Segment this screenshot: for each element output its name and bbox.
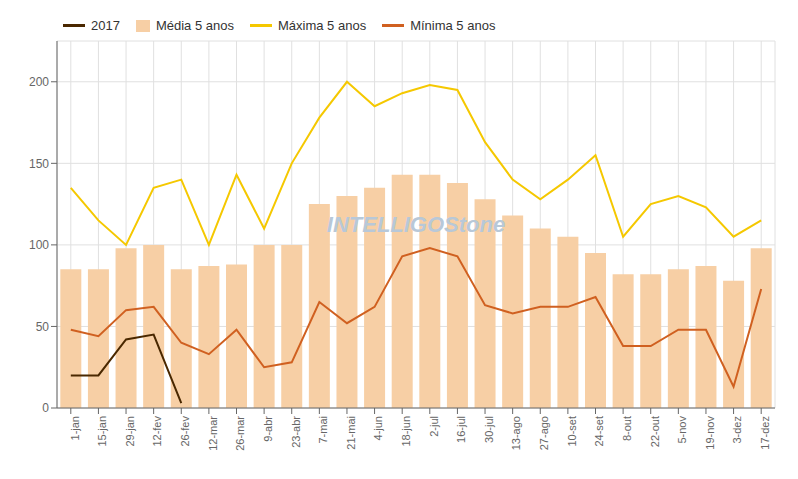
svg-text:INTELLIGOStone: INTELLIGOStone xyxy=(327,212,505,237)
svg-text:1-jan: 1-jan xyxy=(69,416,81,440)
svg-text:100: 100 xyxy=(29,238,49,252)
html-text:2017: 2017 xyxy=(91,18,120,33)
svg-text:10-set: 10-set xyxy=(566,416,578,447)
html-text:Mínima 5 anos: Mínima 5 anos xyxy=(410,18,496,33)
svg-text:5-nov: 5-nov xyxy=(676,416,688,444)
svg-text:16-jul: 16-jul xyxy=(455,416,467,443)
svg-text:0: 0 xyxy=(42,401,49,415)
svg-text:50: 50 xyxy=(36,320,50,334)
svg-text:3-dez: 3-dez xyxy=(731,416,743,444)
svg-text:19-nov: 19-nov xyxy=(704,416,716,450)
svg-text:21-mai: 21-mai xyxy=(345,416,357,450)
svg-text:27-ago: 27-ago xyxy=(538,416,550,450)
svg-text:30-jul: 30-jul xyxy=(483,416,495,443)
svg-text:7-mai: 7-mai xyxy=(317,416,329,444)
svg-text:200: 200 xyxy=(29,75,49,89)
svg-text:12-mar: 12-mar xyxy=(207,416,219,451)
svg-text:150: 150 xyxy=(29,157,49,171)
svg-text:4-jun: 4-jun xyxy=(372,416,384,440)
svg-text:17-dez: 17-dez xyxy=(759,416,771,450)
svg-text:22-out: 22-out xyxy=(649,416,661,447)
svg-text:8-out: 8-out xyxy=(621,416,633,441)
svg-text:2-jul: 2-jul xyxy=(428,416,440,437)
html-text:Média 5 anos: Média 5 anos xyxy=(155,18,234,33)
svg-text:23-abr: 23-abr xyxy=(290,416,302,448)
svg-text:15-jan: 15-jan xyxy=(96,416,108,447)
svg-text:12-fev: 12-fev xyxy=(151,416,163,447)
svg-text:24-set: 24-set xyxy=(593,416,605,447)
svg-text:26-mar: 26-mar xyxy=(234,416,246,451)
svg-text:29-jan: 29-jan xyxy=(124,416,136,447)
svg-text:13-ago: 13-ago xyxy=(510,416,522,450)
svg-text:18-jun: 18-jun xyxy=(400,416,412,447)
html-text:Máxima 5 anos: Máxima 5 anos xyxy=(278,18,367,33)
svg-text:26-fev: 26-fev xyxy=(179,416,191,447)
svg-text:9-abr: 9-abr xyxy=(262,416,274,442)
